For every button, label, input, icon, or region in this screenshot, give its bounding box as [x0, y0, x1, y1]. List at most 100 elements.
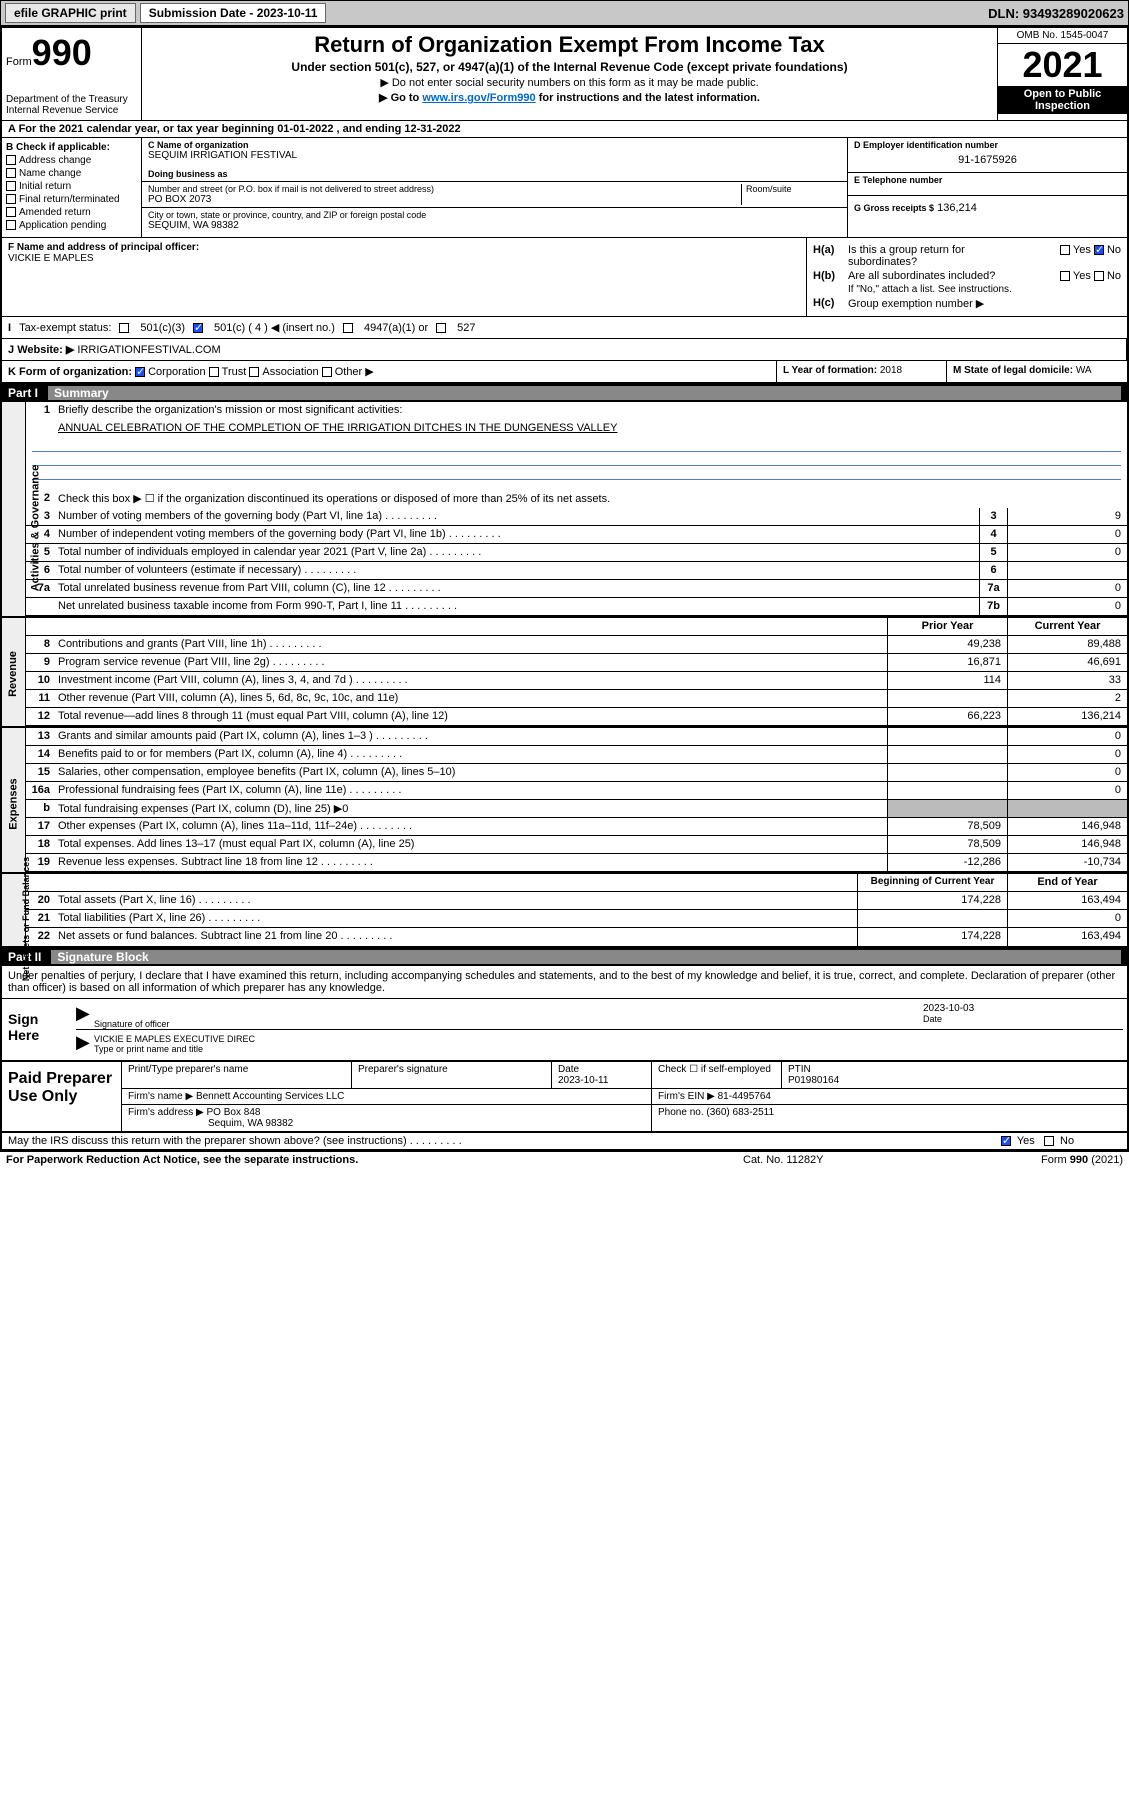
sig-name-value: VICKIE E MAPLES EXECUTIVE DIREC [94, 1034, 1123, 1044]
chk-final-return[interactable] [6, 194, 16, 204]
col-b-label: B Check if applicable: [6, 142, 137, 153]
line11-prior [887, 690, 1007, 707]
line10-prior: 114 [887, 672, 1007, 689]
chk-501c[interactable] [193, 323, 203, 333]
sig-name-label: Type or print name and title [94, 1044, 1123, 1054]
col-m-state: M State of legal domicile: WA [947, 361, 1127, 382]
street-label: Number and street (or P.O. box if mail i… [148, 184, 741, 194]
dln-label: DLN: 93493289020623 [988, 6, 1124, 21]
sign-here-label: Sign Here [2, 999, 72, 1060]
line17-prior: 78,509 [887, 818, 1007, 835]
chk-association[interactable] [249, 367, 259, 377]
hc-text: Group exemption number ▶ [848, 297, 1121, 310]
chk-trust[interactable] [209, 367, 219, 377]
prep-ptin-val: P01980164 [788, 1075, 839, 1086]
line4-val: 0 [1007, 526, 1127, 543]
year-cell: OMB No. 1545-0047 2021 Open to Public In… [997, 28, 1127, 120]
omb-number: OMB No. 1545-0047 [998, 28, 1127, 44]
line14-curr: 0 [1007, 746, 1127, 763]
ein-label: D Employer identification number [854, 140, 1121, 150]
line2-text: Check this box ▶ ☐ if the organization d… [54, 490, 1127, 508]
chk-amended[interactable] [6, 207, 16, 217]
discuss-no[interactable] [1044, 1136, 1054, 1146]
chk-app-pending[interactable] [6, 220, 16, 230]
line16b-prior [887, 800, 1007, 817]
chk-other[interactable] [322, 367, 332, 377]
signature-declaration: Under penalties of perjury, I declare th… [2, 966, 1127, 999]
dept-label: Department of the Treasury Internal Reve… [6, 94, 137, 116]
line21-prior [857, 910, 1007, 927]
line22-curr: 163,494 [1007, 928, 1127, 946]
firm-phone-val: (360) 683-2511 [706, 1107, 774, 1118]
line16b-curr [1007, 800, 1127, 817]
chk-address-change[interactable] [6, 155, 16, 165]
hb-no[interactable] [1094, 271, 1104, 281]
ha-yes[interactable] [1060, 245, 1070, 255]
firm-name-lbl: Firm's name ▶ [128, 1091, 193, 1102]
line8-prior: 49,238 [887, 636, 1007, 653]
tax-year: 2021 [998, 44, 1127, 86]
subtitle-goto: ▶ Go to www.irs.gov/Form990 for instruct… [146, 91, 993, 104]
open-inspection: Open to Public Inspection [998, 86, 1127, 114]
prep-date-hdr: Date [558, 1064, 579, 1075]
section-a-taxyear: A For the 2021 calendar year, or tax yea… [2, 121, 1127, 138]
sig-officer-label: Signature of officer [94, 1003, 923, 1029]
vlabel-netassets: Net Assets or Fund Balances [2, 874, 26, 946]
line19-text: Revenue less expenses. Subtract line 18 … [54, 854, 887, 871]
chk-corporation[interactable] [135, 367, 145, 377]
prep-selfemp: Check ☐ if self-employed [652, 1062, 782, 1088]
firm-ein-lbl: Firm's EIN ▶ [658, 1091, 715, 1102]
ha-no[interactable] [1094, 245, 1104, 255]
chk-527[interactable] [436, 323, 446, 333]
efile-print-button[interactable]: efile GRAPHIC print [5, 3, 136, 23]
gross-receipts-label: G Gross receipts $ [854, 203, 934, 213]
ha-text: Is this a group return for subordinates? [848, 244, 1031, 268]
subtitle-ssn: ▶ Do not enter social security numbers o… [146, 76, 993, 89]
prep-date-val: 2023-10-11 [558, 1075, 608, 1086]
line4-text: Number of independent voting members of … [54, 526, 979, 543]
line12-text: Total revenue—add lines 8 through 11 (mu… [54, 708, 887, 725]
line7a-text: Total unrelated business revenue from Pa… [54, 580, 979, 597]
sig-date-value: 2023-10-03 [923, 1003, 1123, 1014]
line10-text: Investment income (Part VIII, column (A)… [54, 672, 887, 689]
hb-yes[interactable] [1060, 271, 1070, 281]
line6-val [1007, 562, 1127, 579]
chk-initial-return[interactable] [6, 181, 16, 191]
current-year-hdr: Current Year [1007, 618, 1127, 635]
firm-name-val: Bennett Accounting Services LLC [196, 1091, 344, 1102]
line9-prior: 16,871 [887, 654, 1007, 671]
chk-4947[interactable] [343, 323, 353, 333]
chk-501c3[interactable] [119, 323, 129, 333]
line14-text: Benefits paid to or for members (Part IX… [54, 746, 887, 763]
line5-val: 0 [1007, 544, 1127, 561]
irs-link[interactable]: www.irs.gov/Form990 [422, 92, 535, 104]
line11-curr: 2 [1007, 690, 1127, 707]
line9-curr: 46,691 [1007, 654, 1127, 671]
discuss-yes[interactable] [1001, 1136, 1011, 1146]
line16a-curr: 0 [1007, 782, 1127, 799]
line21-curr: 0 [1007, 910, 1127, 927]
line16b-text: Total fundraising expenses (Part IX, col… [54, 800, 887, 817]
part2-header: Part II Signature Block [2, 948, 1127, 966]
firm-addr-val2: Sequim, WA 98382 [128, 1118, 293, 1129]
line9-text: Program service revenue (Part VIII, line… [54, 654, 887, 671]
sig-arrow-icon: ▶ [76, 1032, 94, 1054]
gross-receipts-value: 136,214 [937, 202, 977, 214]
firm-ein-val: 81-4495764 [718, 1091, 771, 1102]
line15-text: Salaries, other compensation, employee b… [54, 764, 887, 781]
form-word: Form [6, 56, 32, 68]
chk-name-change[interactable] [6, 168, 16, 178]
line12-curr: 136,214 [1007, 708, 1127, 725]
room-suite-label: Room/suite [741, 184, 841, 205]
officer-label: F Name and address of principal officer: [8, 242, 800, 253]
line16a-text: Professional fundraising fees (Part IX, … [54, 782, 887, 799]
sig-date-label: Date [923, 1014, 1123, 1024]
line10-curr: 33 [1007, 672, 1127, 689]
line18-curr: 146,948 [1007, 836, 1127, 853]
prep-sig-hdr: Preparer's signature [352, 1062, 552, 1088]
submission-date: Submission Date - 2023-10-11 [140, 3, 327, 23]
form-container: Form990 Department of the Treasury Inter… [0, 26, 1129, 1152]
line20-prior: 174,228 [857, 892, 1007, 909]
prior-year-hdr: Prior Year [887, 618, 1007, 635]
line7b-val: 0 [1007, 598, 1127, 615]
